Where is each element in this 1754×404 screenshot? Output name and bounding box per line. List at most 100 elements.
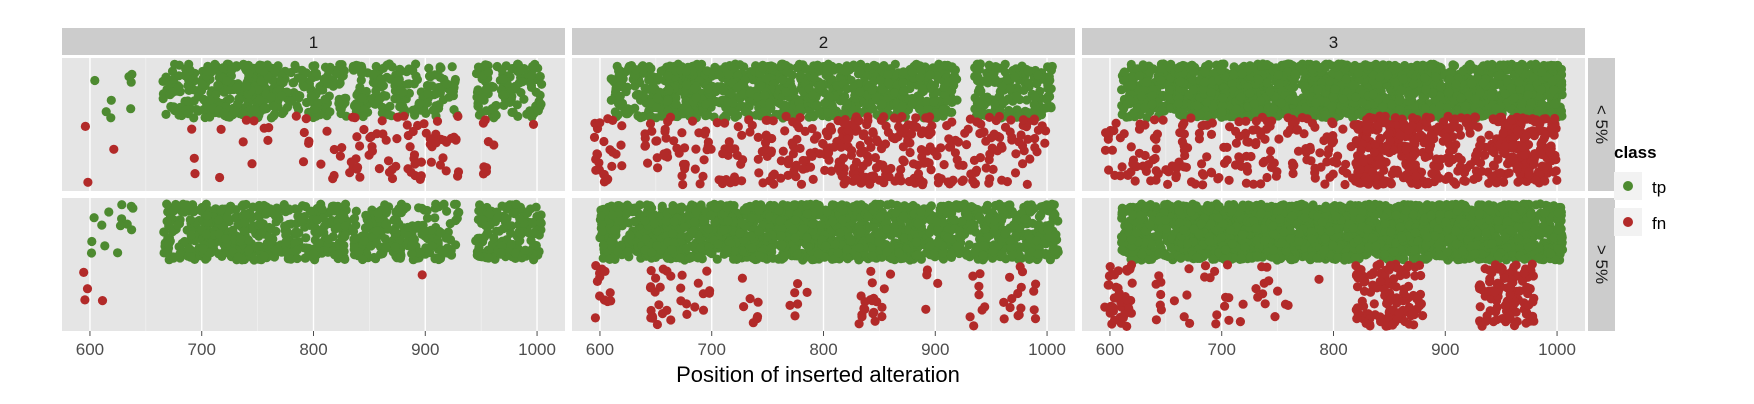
tp-point: [442, 79, 452, 89]
tp-point: [89, 213, 99, 223]
tp-point: [679, 222, 690, 232]
fn-point: [435, 160, 445, 170]
fn-point: [798, 155, 808, 166]
tp-point: [762, 232, 773, 242]
tp-point: [349, 213, 360, 223]
fn-point: [247, 159, 257, 169]
tp-point: [1044, 72, 1054, 82]
fn-point: [291, 111, 301, 121]
tp-point: [747, 213, 757, 223]
fn-point: [666, 271, 676, 281]
tp-point: [218, 63, 228, 73]
fn-point: [985, 174, 995, 184]
fn-point: [820, 165, 830, 175]
tp-point: [608, 210, 618, 220]
tp-point: [974, 64, 984, 74]
tp-point: [280, 221, 290, 231]
tp-point: [315, 110, 325, 120]
fn-point: [399, 111, 409, 121]
tp-point: [424, 63, 434, 73]
tp-point: [482, 221, 492, 231]
tp-point: [816, 220, 826, 230]
tp-point: [621, 209, 632, 219]
tp-point: [373, 208, 383, 218]
fn-point: [977, 305, 987, 315]
tp-point: [875, 76, 885, 86]
fn-point: [402, 120, 412, 130]
fn-point: [913, 160, 923, 170]
fn-point: [691, 144, 701, 154]
tp-point: [684, 107, 695, 117]
tp-point: [279, 106, 289, 117]
fn-point: [792, 134, 802, 144]
tp-point: [522, 109, 532, 119]
tp-point: [224, 206, 234, 216]
tp-point: [480, 61, 490, 71]
tp-point: [232, 99, 243, 109]
tp-point: [975, 212, 985, 222]
fn-point: [906, 176, 916, 186]
tp-point: [610, 225, 620, 235]
fn-point: [780, 126, 790, 136]
tp-point: [949, 215, 960, 225]
tp-point: [1030, 92, 1040, 103]
tp-point: [382, 206, 392, 217]
fn-point: [329, 170, 339, 181]
fn-point: [842, 119, 852, 129]
fn-point: [974, 281, 984, 291]
tp-point: [848, 202, 859, 212]
fn-point: [304, 138, 314, 148]
fn-point: [80, 295, 90, 305]
fn-point: [489, 140, 499, 150]
tp-point: [473, 233, 483, 243]
tp-point: [512, 100, 522, 110]
tp-point: [980, 224, 990, 234]
tp-point: [328, 81, 338, 91]
tp-point: [897, 101, 908, 112]
tp-point: [349, 234, 359, 244]
tp-point: [158, 76, 168, 86]
tp-point: [197, 79, 207, 89]
tp-point: [765, 98, 775, 108]
tp-point: [447, 87, 457, 97]
tp-point: [640, 216, 650, 226]
fn-point: [972, 117, 982, 127]
fn-point: [698, 171, 708, 181]
tp-point: [696, 242, 706, 253]
fn-point: [790, 288, 800, 298]
tp-point: [820, 98, 830, 108]
fn-point: [453, 111, 463, 121]
fn-point: [387, 173, 398, 184]
tp-point: [809, 72, 819, 83]
tp-point: [171, 201, 181, 211]
fn-point: [528, 119, 539, 129]
fn-point: [680, 161, 690, 171]
tp-point: [990, 62, 1000, 72]
tp-point: [947, 202, 958, 212]
tp-point: [979, 241, 989, 251]
tp-point: [777, 75, 788, 85]
fn-point: [109, 144, 119, 154]
tp-point: [775, 216, 785, 226]
tp-point: [422, 80, 432, 91]
tp-point: [531, 202, 541, 212]
fn-point: [754, 168, 764, 178]
tp-point: [776, 231, 786, 241]
fn-point: [617, 121, 627, 131]
tp-point: [520, 245, 530, 255]
tp-point: [316, 225, 326, 235]
fn-point: [603, 114, 613, 124]
tp-point: [879, 61, 889, 71]
tp-point: [180, 236, 190, 247]
fn-point: [917, 180, 928, 190]
fn-point: [890, 176, 900, 186]
tp-point: [830, 239, 840, 250]
tp-point: [952, 241, 962, 252]
tp-point: [607, 75, 618, 85]
tp-point: [838, 215, 848, 225]
tp-point: [1046, 84, 1056, 94]
fn-point: [863, 157, 873, 167]
fn-point: [981, 163, 991, 173]
fn-point: [720, 118, 730, 128]
fn-point: [350, 113, 360, 123]
